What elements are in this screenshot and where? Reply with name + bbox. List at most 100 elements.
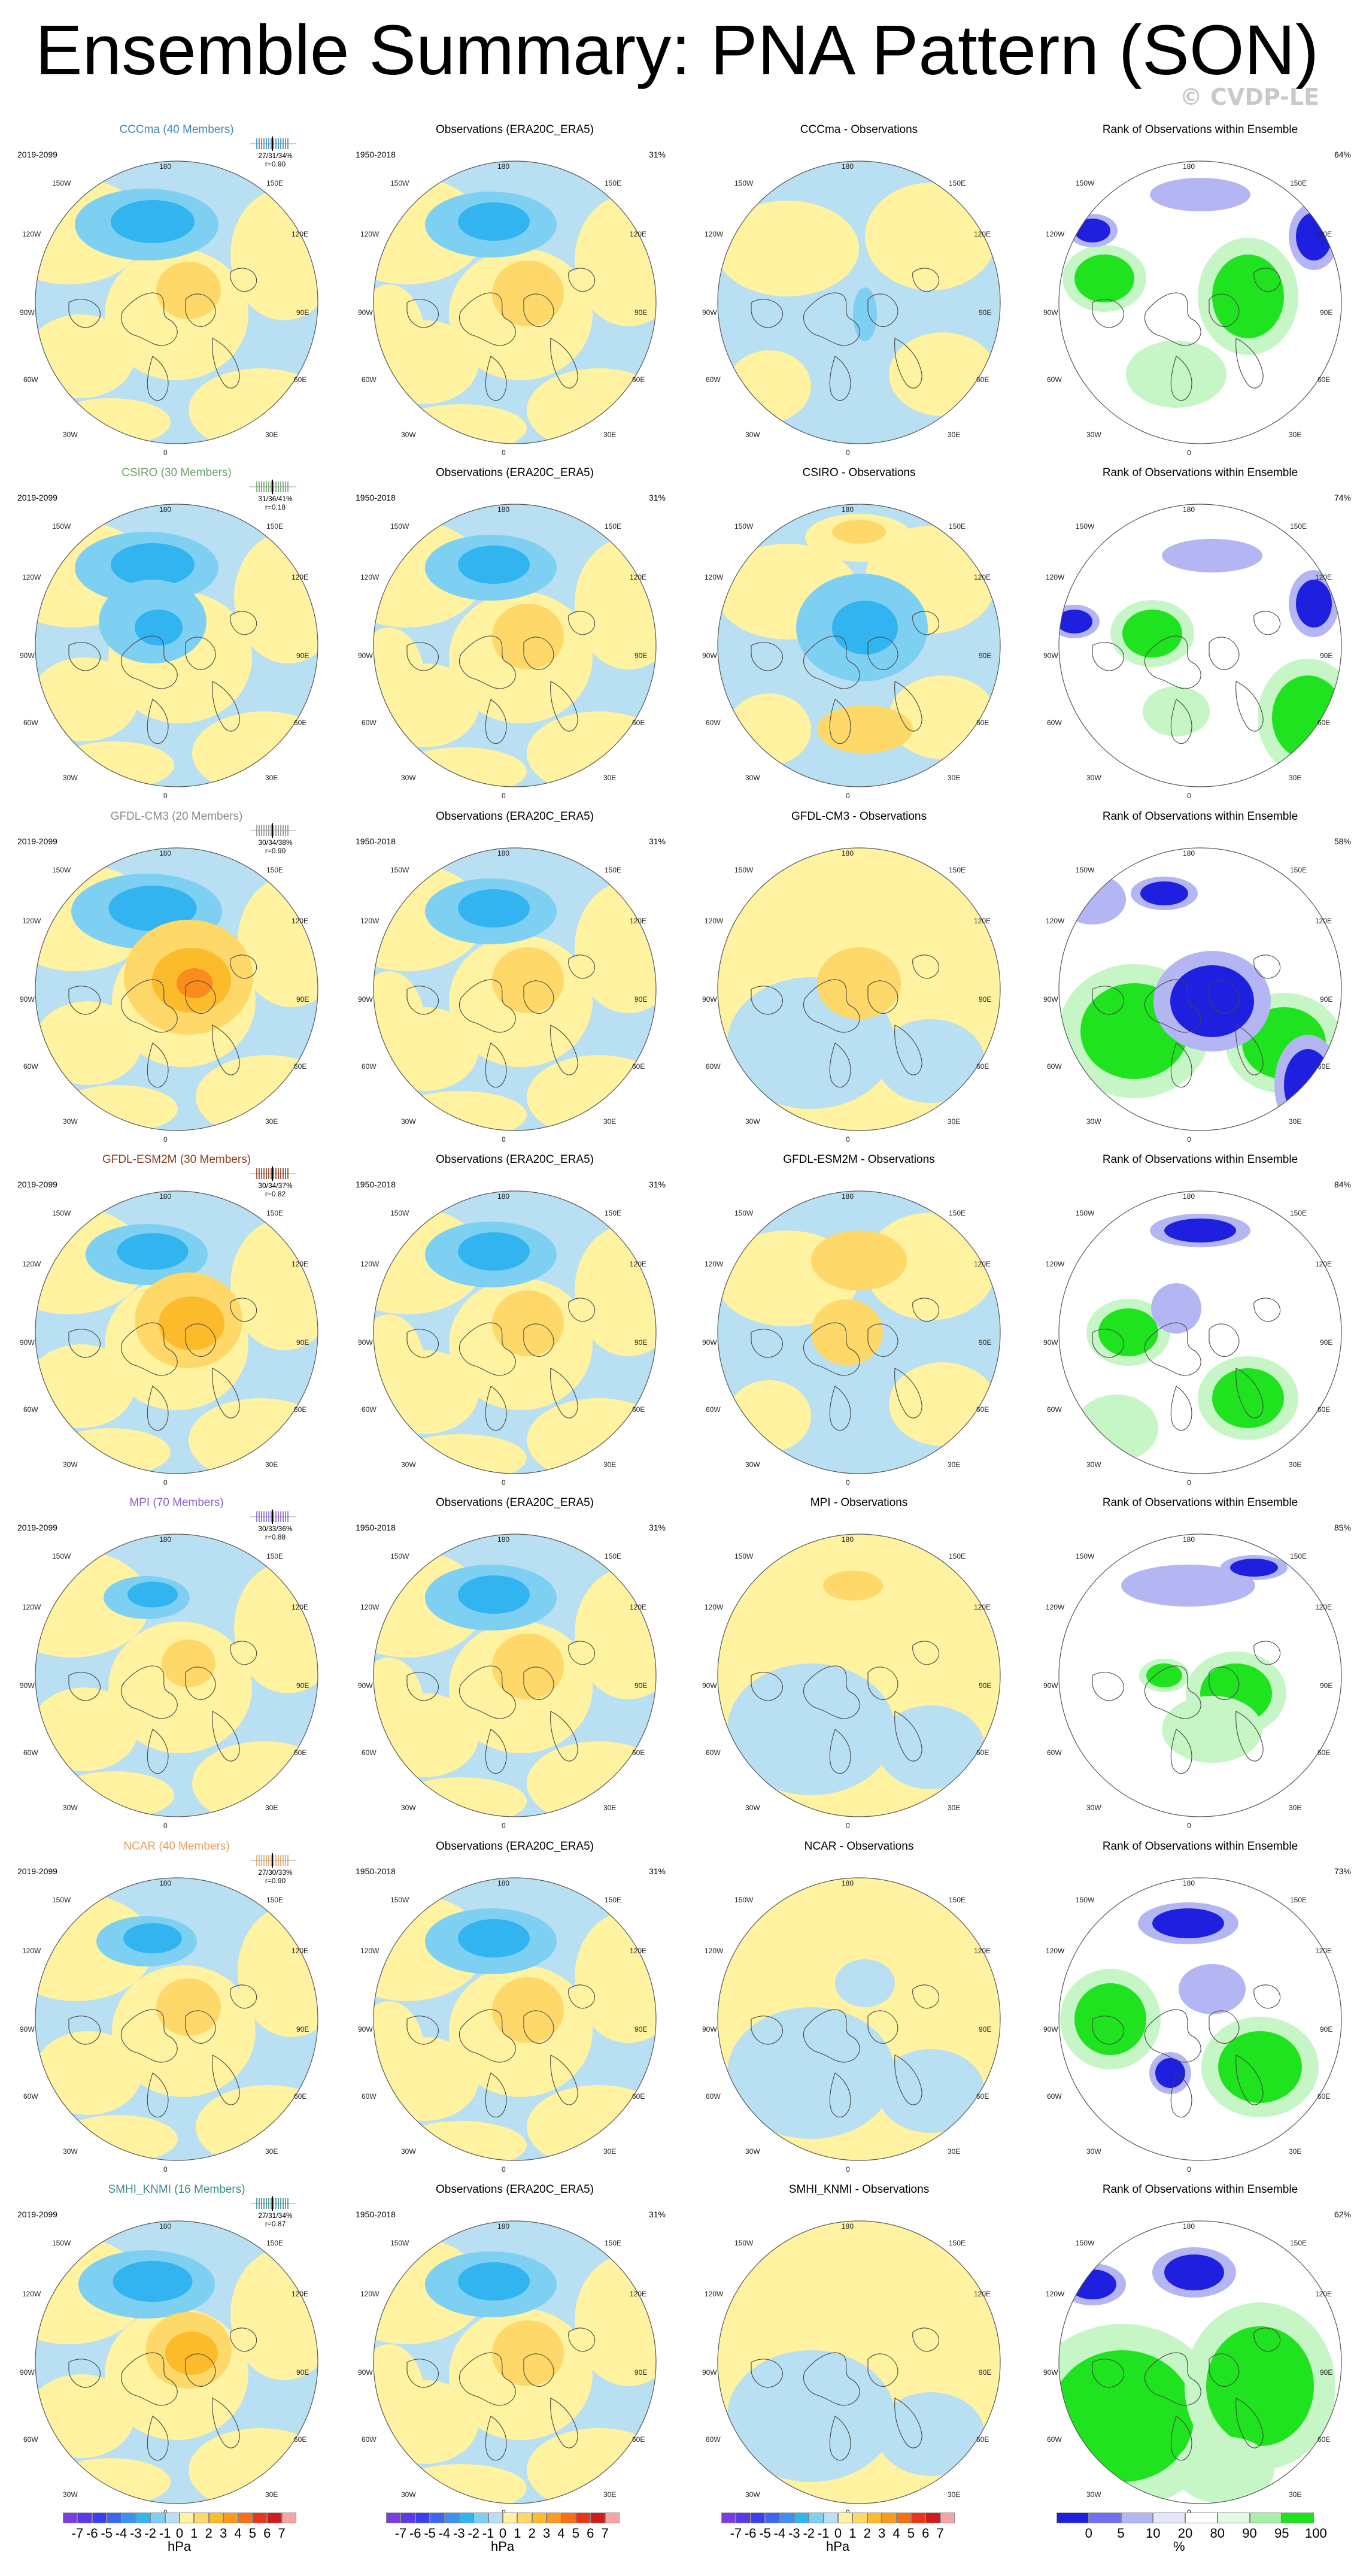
colorbar-swatch <box>150 2513 165 2523</box>
lon-label-e3: 60E <box>976 2092 989 2101</box>
panel-r0-c2: CCCma - Observations 180 150W 150E 120W 120E 9… <box>697 123 1021 457</box>
lon-label-ne: 150E <box>266 1209 284 1217</box>
rank-region-5 <box>1068 881 1116 917</box>
lon-label-nw: 150W <box>52 1209 71 1217</box>
coastline-3 <box>1253 1984 1280 2009</box>
lon-label-e3: 60E <box>294 2092 307 2101</box>
colorbar-tick: 10 <box>1146 2526 1161 2541</box>
period-label: 2019-2099 <box>17 150 57 159</box>
lon-label-se: 30E <box>1289 2490 1302 2499</box>
coastline-5 <box>894 1025 922 1075</box>
coastline-4 <box>1170 699 1192 744</box>
low-core <box>458 889 530 928</box>
lon-label-nw: 150W <box>52 522 71 531</box>
lon-label-s: 0 <box>163 1822 168 1830</box>
coastline-5 <box>1235 338 1264 389</box>
coastline-0 <box>121 635 178 689</box>
colorbar-swatch <box>194 2513 209 2523</box>
lon-label-e3: 60E <box>632 375 645 384</box>
colorbar-swatch <box>590 2513 605 2523</box>
lon-label-s: 0 <box>163 2165 168 2174</box>
positive-region-3 <box>35 2031 142 2115</box>
coastline-5 <box>212 1368 240 1419</box>
positive-region-0 <box>718 201 859 296</box>
coastline-2 <box>751 299 783 328</box>
coastline-0 <box>1144 1322 1201 1376</box>
lon-label-nw: 150W <box>1076 1209 1095 1217</box>
lon-label-e2: 90E <box>635 1681 648 1690</box>
lon-label-n: 180 <box>1183 162 1195 171</box>
lon-label-w2: 90W <box>1043 308 1058 317</box>
lon-label-e2: 90E <box>979 2368 992 2377</box>
map-r4-c3 <box>1058 1534 1342 1817</box>
coastline-0 <box>803 1665 860 1719</box>
positive-region-1 <box>238 875 318 1007</box>
rank-pct: 62% <box>1334 2210 1351 2219</box>
colorbar-tick: -3 <box>130 2526 142 2541</box>
rank-pct: 85% <box>1334 1523 1351 1532</box>
positive-region-5 <box>58 1085 178 1131</box>
positive-region-3 <box>35 657 138 741</box>
coastline-4 <box>147 2416 169 2461</box>
coastline-3 <box>568 268 595 292</box>
spread-stats: 30/33/36% <box>258 1525 293 1533</box>
colorbar-tick: -1 <box>817 2526 830 2541</box>
colorbar-tick: -5 <box>424 2526 436 2541</box>
coastline-2 <box>68 299 101 328</box>
coastline-1 <box>1209 2353 1240 2387</box>
rank-region-2 <box>1074 219 1110 243</box>
lon-label-nw: 150W <box>52 866 71 874</box>
lon-label-w1: 120W <box>705 1603 724 1611</box>
rank-region-3 <box>1230 1559 1278 1577</box>
lon-label-w2: 90W <box>702 651 717 660</box>
colorbar-tick: 3 <box>878 2526 886 2541</box>
lon-label-w1: 120W <box>705 230 724 238</box>
lon-label-e1: 120E <box>630 2290 647 2298</box>
rank-region-5 <box>1152 693 1200 729</box>
colorbar-unit: hPa <box>491 2539 515 2554</box>
lon-label-ne: 150E <box>266 1896 284 1904</box>
lon-label-w3: 60W <box>23 1405 38 1414</box>
colorbar-tick: 3 <box>220 2526 227 2541</box>
coastline-3 <box>1253 954 1280 979</box>
lon-label-ne: 150E <box>605 1552 622 1560</box>
panel-title: Rank of Observations within Ensemble <box>1102 123 1298 136</box>
panel-title: CCCma - Observations <box>800 123 918 136</box>
lon-label-s: 0 <box>502 1478 506 1487</box>
lon-label-ne: 150E <box>605 522 622 531</box>
lon-label-s: 0 <box>846 2165 850 2174</box>
lon-label-w3: 60W <box>362 1062 377 1071</box>
colorbar-tick: -5 <box>759 2526 771 2541</box>
lon-label-w1: 120W <box>360 2290 380 2298</box>
panel-r5-c1: Observations (ERA20C_ERA5) 1950-2018 31% 18… <box>353 1839 676 2174</box>
lon-label-nw: 150W <box>1076 522 1095 531</box>
diff-high <box>811 1231 907 1290</box>
period-label: 2019-2099 <box>17 1523 57 1532</box>
lon-label-e1: 120E <box>630 1260 647 1268</box>
colorbar-tick: -4 <box>773 2526 786 2541</box>
coastline-2 <box>68 642 101 671</box>
coastline-5 <box>1235 2398 1264 2448</box>
lon-label-n: 180 <box>842 1535 854 1544</box>
coastline-5 <box>550 1711 578 1762</box>
lon-label-w3: 60W <box>23 375 38 384</box>
coastline-3 <box>230 1298 257 1322</box>
colorbar-swatch <box>852 2513 867 2523</box>
coastline-2 <box>406 1329 439 1358</box>
negative-region-1 <box>877 1019 985 1103</box>
lon-label-sw: 30W <box>401 1460 416 1469</box>
coastline-0 <box>121 1322 178 1376</box>
coastline-3 <box>1253 611 1280 635</box>
coastline-5 <box>212 1711 240 1762</box>
lon-label-se: 30E <box>603 431 617 439</box>
low-core <box>123 1923 182 1954</box>
variance-pct: 31% <box>648 1523 666 1532</box>
colorbar-tick: 4 <box>557 2526 565 2541</box>
positive-region-0 <box>35 1550 150 1657</box>
low-core <box>117 1233 189 1270</box>
colorbar-tick: 6 <box>922 2526 930 2541</box>
lon-label-sw: 30W <box>63 774 78 782</box>
panel-r0-c3: Rank of Observations within Ensemble 64% 1… <box>1039 123 1354 457</box>
lon-label-nw: 150W <box>734 1552 754 1560</box>
